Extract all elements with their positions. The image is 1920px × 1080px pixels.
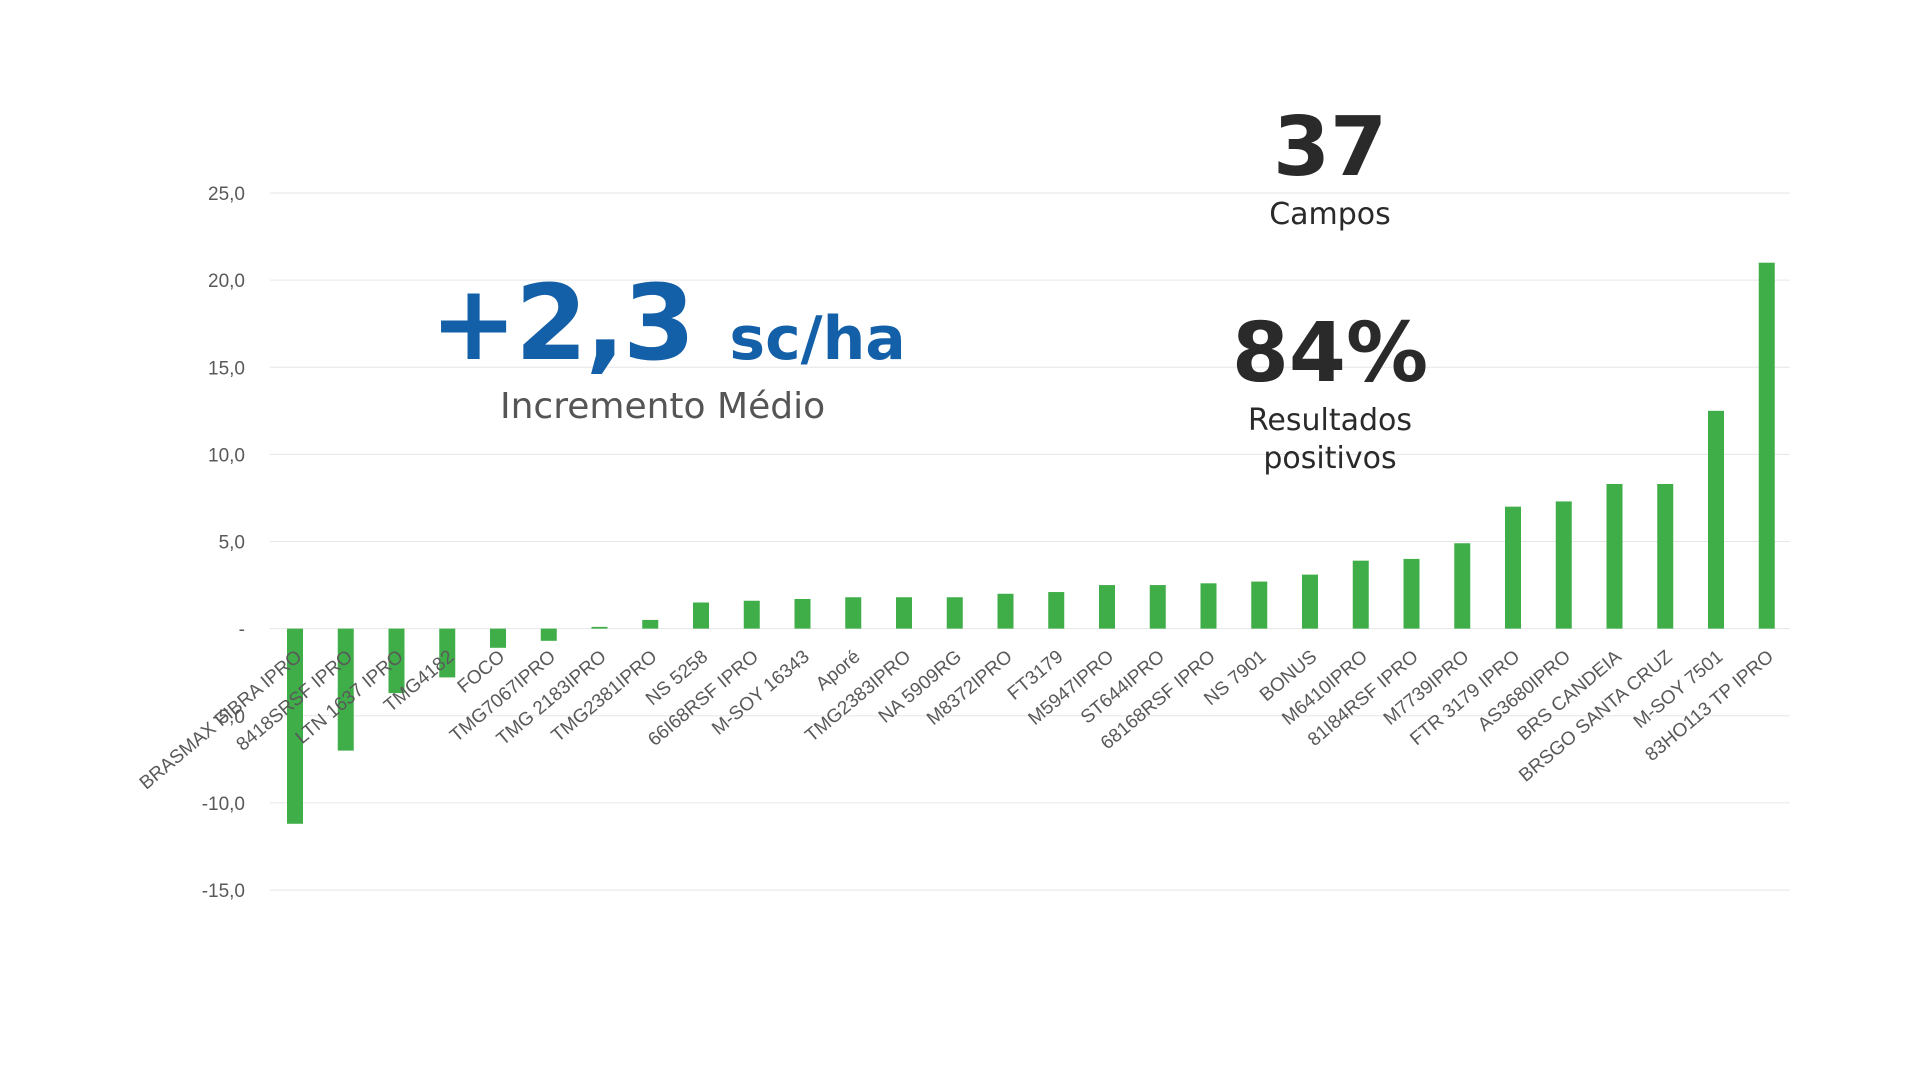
bar (794, 599, 811, 629)
bar (1302, 574, 1318, 629)
bars (287, 262, 1775, 824)
positive-label-line1: Resultados (1247, 403, 1413, 438)
bar (1048, 592, 1065, 629)
bar (642, 619, 659, 629)
bar (1555, 501, 1572, 629)
y-tick-label: 20,0 (208, 271, 245, 292)
y-tick-label: 15,0 (208, 358, 245, 379)
y-tick-label: 5,0 (219, 533, 245, 554)
y-tick-label: - (239, 620, 245, 641)
positive-label-line2: positivos (1263, 441, 1397, 476)
bar (1149, 585, 1166, 629)
y-tick-label: -10,0 (202, 794, 245, 815)
bar (591, 626, 608, 629)
bar (1251, 581, 1268, 629)
fields-label: Campos (1269, 197, 1391, 232)
bar (997, 593, 1014, 629)
bar (743, 600, 760, 629)
increment-value: +2,3 sc/ha (430, 262, 906, 384)
y-tick-label: 25,0 (208, 184, 245, 205)
increment-label: Incremento Médio (500, 386, 826, 427)
bar (287, 628, 303, 824)
y-tick-label: -15,0 (202, 881, 245, 902)
gridlines (270, 192, 1790, 891)
positive-stat: 84% Resultados positivos (1220, 306, 1440, 478)
y-tick-label: -5,0 (212, 707, 245, 728)
fields-count: 37 (1272, 100, 1388, 195)
y-tick-label: 10,0 (208, 445, 245, 466)
increment-number: +2,3 (430, 262, 695, 384)
bar (1606, 483, 1623, 629)
bar (1758, 262, 1775, 629)
positive-pct: 84% (1231, 306, 1429, 401)
bar (388, 628, 405, 694)
bar (1657, 483, 1674, 629)
increment-unit: sc/ha (729, 304, 906, 374)
bar (845, 597, 862, 629)
bar (896, 597, 912, 629)
bar (337, 628, 354, 751)
bar (540, 628, 557, 641)
fields-stat: 37 Campos (1230, 100, 1430, 234)
bar (1200, 583, 1217, 629)
bar (439, 628, 456, 678)
bar (1352, 560, 1369, 629)
bar (490, 628, 506, 648)
bar (1505, 506, 1521, 629)
bar (946, 597, 963, 629)
bar (1099, 585, 1115, 629)
bar (1708, 410, 1724, 629)
y-axis-ticks: 25,0 20,0 15,0 10,0 5,0 - -5,0 -10,0 -15,0 (202, 184, 245, 902)
bar (693, 602, 709, 629)
bar (1454, 543, 1471, 629)
bar (1403, 558, 1420, 629)
